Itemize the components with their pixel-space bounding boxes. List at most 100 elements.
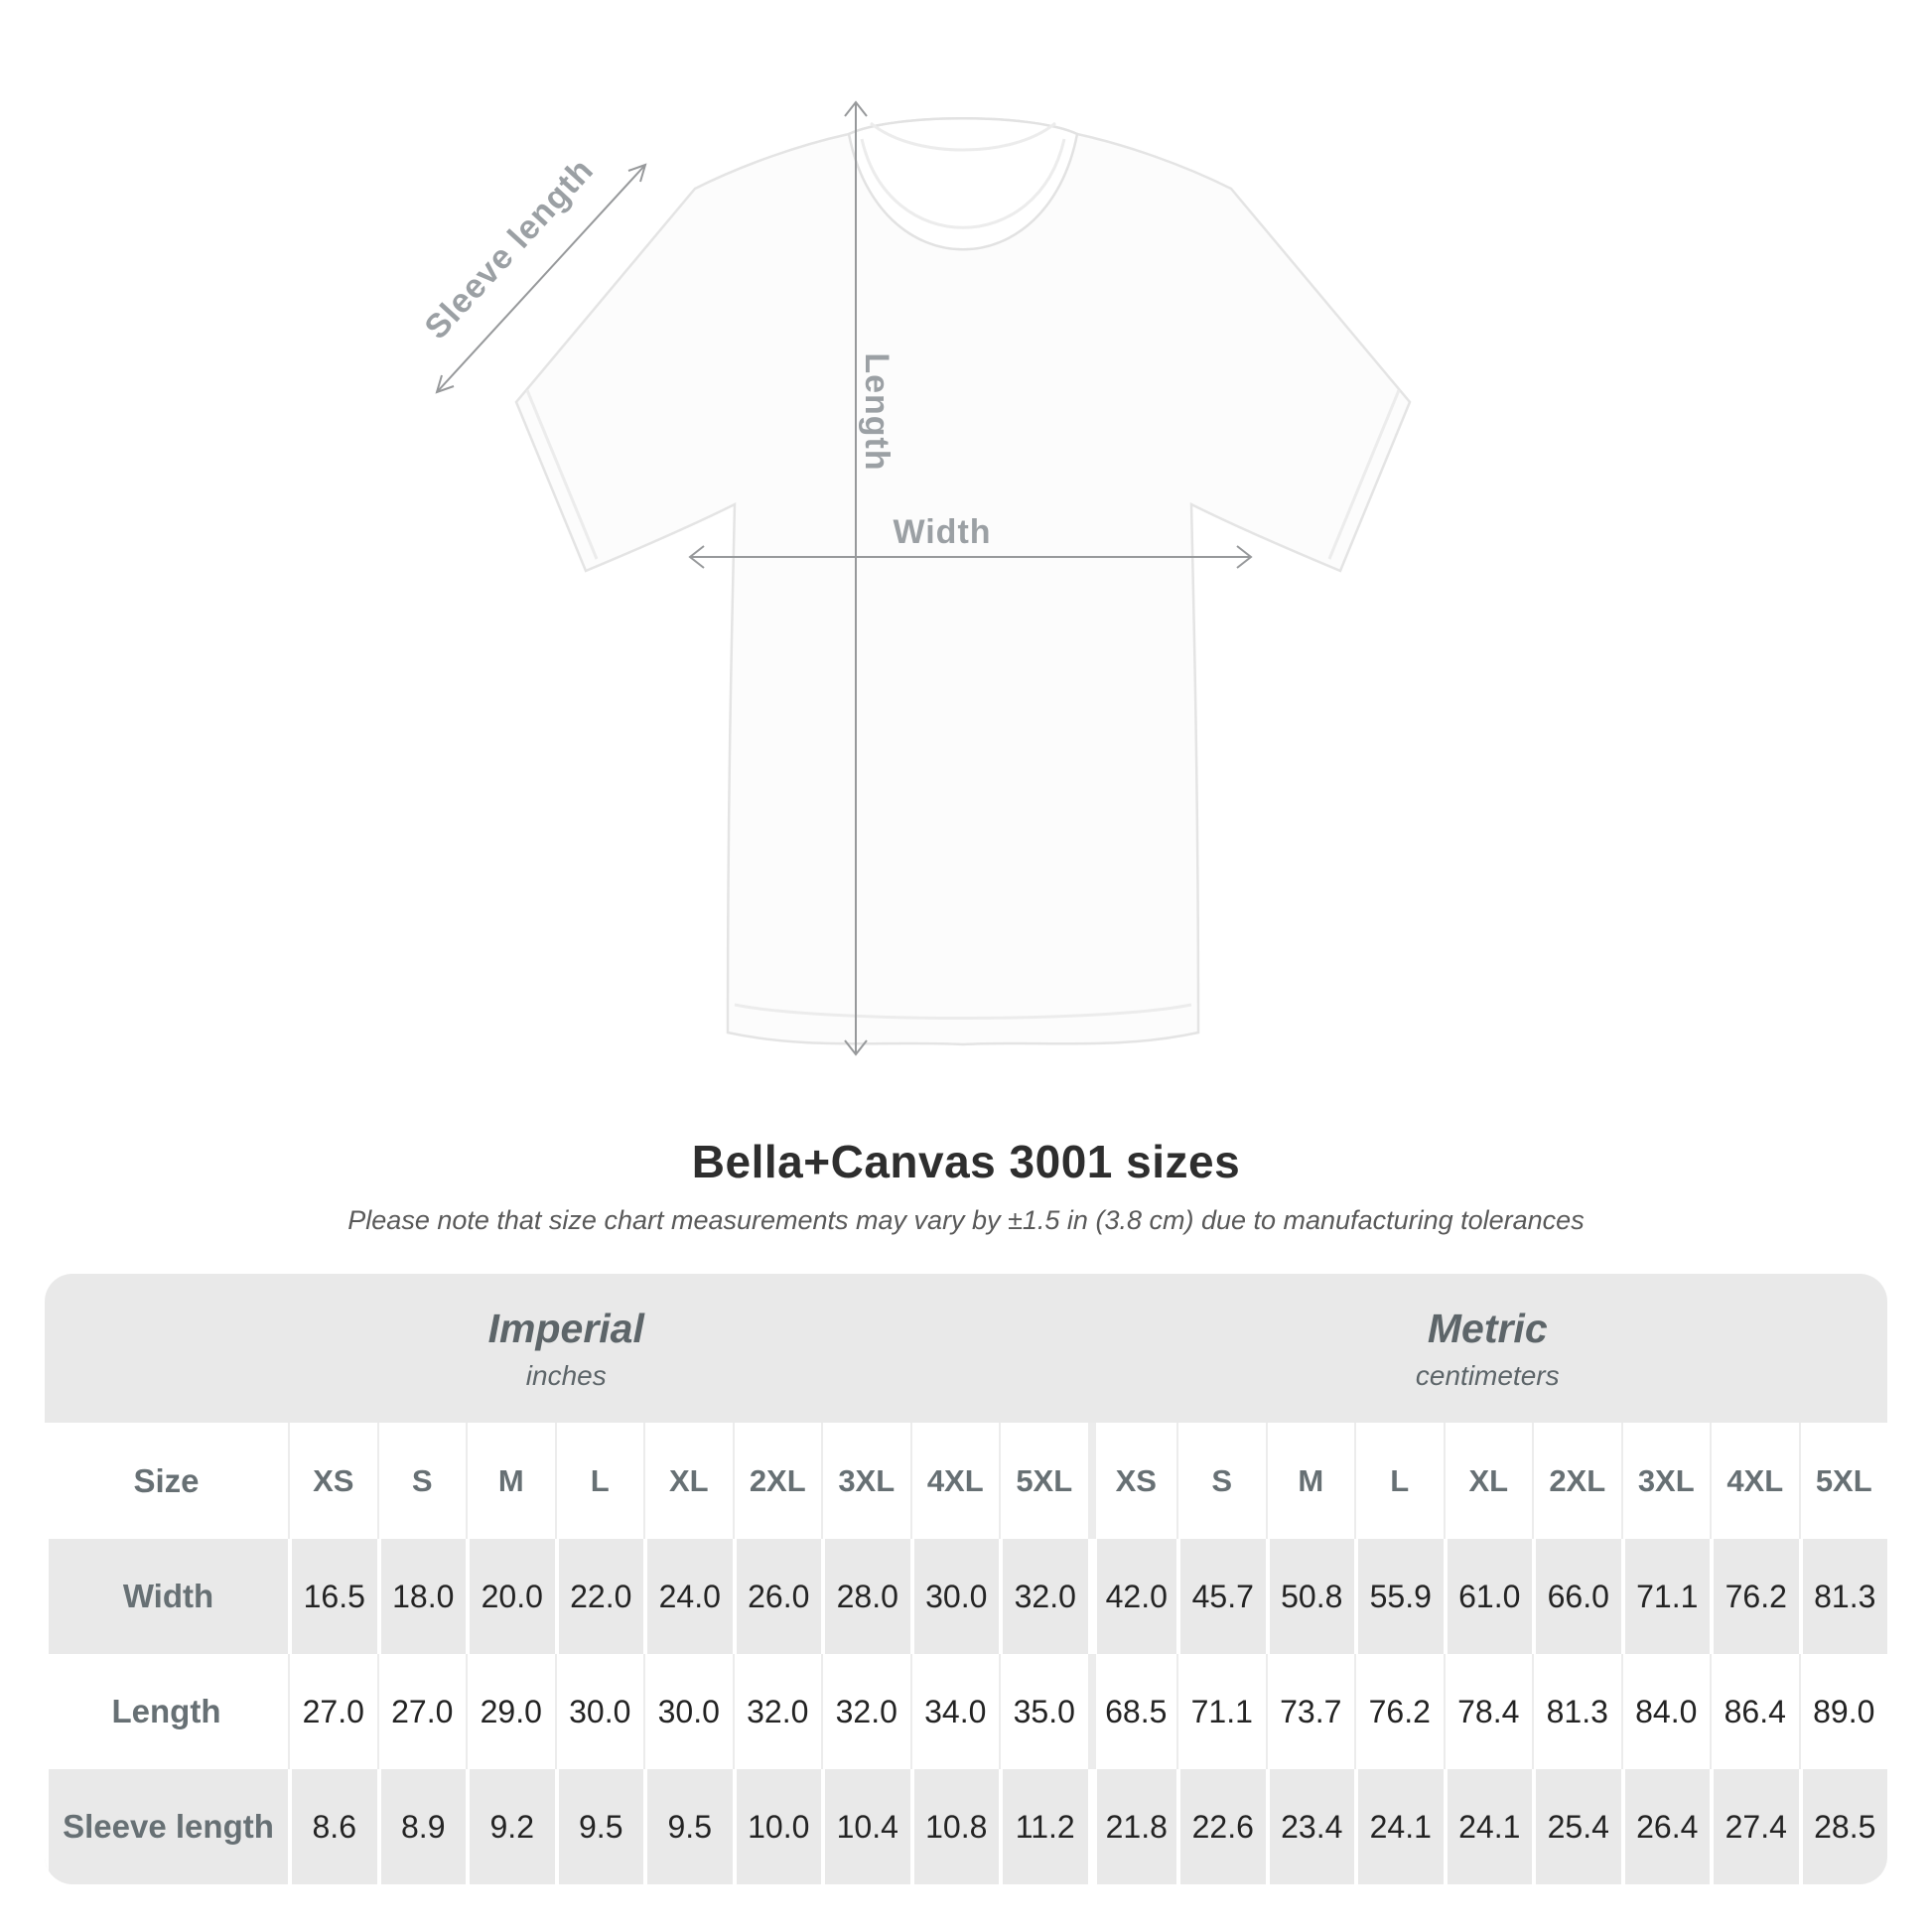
tshirt-right-cuff-hem: [1327, 389, 1401, 560]
table-cell: 28.0: [821, 1539, 910, 1654]
table-cell: 32.0: [821, 1654, 910, 1769]
tshirt-collar: [847, 117, 1079, 251]
table-cell: 24.1: [1354, 1769, 1444, 1884]
table-cell: 89.0: [1798, 1654, 1888, 1769]
size-column-header: 3XL: [1620, 1423, 1711, 1539]
imperial-title: Imperial: [487, 1305, 644, 1351]
table-cell: 10.8: [909, 1769, 1000, 1884]
table-cell: 29.0: [466, 1654, 555, 1769]
tolerance-note: Please note that size chart measurements…: [347, 1205, 1585, 1235]
size-table: Imperial inches Metric centimeters Size X…: [45, 1274, 1887, 1884]
table-row-sleeve-length: Sleeve length 8.6 8.9 9.2 9.5 9.5 10.0 10.4 10.8…: [45, 1769, 1887, 1884]
table-cell: 84.0: [1620, 1654, 1711, 1769]
size-column-header: XL: [643, 1423, 733, 1539]
table-cell: 32.0: [732, 1654, 822, 1769]
table-cell: 22.6: [1176, 1769, 1266, 1884]
table-row-length: Length 27.0 27.0 29.0 30.0 30.0 32.0 32.0 34.0 35…: [45, 1654, 1887, 1769]
metric-unit: centimeters: [1415, 1359, 1560, 1391]
length-label: Length: [858, 352, 896, 471]
sleeve-length-label: Sleeve length: [417, 151, 601, 346]
size-column-header: 3XL: [821, 1423, 910, 1539]
table-unit-header: Imperial inches Metric centimeters: [45, 1274, 1887, 1423]
size-column-header: S: [1176, 1423, 1266, 1539]
sleeve-length-arrow: [435, 163, 647, 394]
table-cell: 23.4: [1265, 1769, 1355, 1884]
table-cell: 11.2: [999, 1769, 1088, 1884]
tshirt-back-collar: [870, 121, 1056, 152]
table-cell: 24.1: [1443, 1769, 1533, 1884]
table-cell: 55.9: [1354, 1539, 1444, 1654]
size-column-header: 5XL: [1798, 1423, 1888, 1539]
table-cell: 81.3: [1798, 1539, 1888, 1654]
size-row-label: Size: [133, 1461, 200, 1499]
table-cell: 10.0: [732, 1769, 822, 1884]
table-cell: 66.0: [1532, 1539, 1621, 1654]
table-cell: 16.5: [288, 1539, 377, 1654]
length-arrow: [844, 100, 868, 1056]
size-column-header: 4XL: [1710, 1423, 1799, 1539]
table-cell: 28.5: [1798, 1769, 1888, 1884]
table-cell: 73.7: [1265, 1654, 1355, 1769]
size-column-header: L: [1354, 1423, 1444, 1539]
tshirt-left-cuff-hem: [525, 389, 599, 560]
size-column-header: XS: [1087, 1423, 1177, 1539]
table-cell: 71.1: [1620, 1539, 1711, 1654]
table-cell: 30.0: [909, 1539, 1000, 1654]
table-cell: 10.4: [821, 1769, 910, 1884]
table-cell: 24.0: [643, 1539, 733, 1654]
table-cell: 61.0: [1443, 1539, 1533, 1654]
table-cell: 8.9: [376, 1769, 467, 1884]
metric-group-header: Metric centimeters: [1088, 1274, 1888, 1423]
size-column-header: S: [376, 1423, 467, 1539]
table-cell: 78.4: [1443, 1654, 1533, 1769]
table-cell: 71.1: [1176, 1654, 1266, 1769]
table-size-header-row: Size XS S M L XL 2XL 3XL 4XL 5XL XS S M L XL 2XL 3XL 4XL 5…: [45, 1423, 1887, 1539]
tshirt-bottom-hem: [734, 1003, 1192, 1020]
imperial-group-header: Imperial inches: [45, 1274, 1088, 1423]
size-column-header: M: [466, 1423, 555, 1539]
table-cell: 86.4: [1710, 1654, 1799, 1769]
table-cell: 32.0: [999, 1539, 1088, 1654]
tshirt-collar-band: [860, 138, 1066, 229]
table-cell: 42.0: [1087, 1539, 1177, 1654]
metric-title: Metric: [1427, 1305, 1548, 1351]
table-cell: 21.8: [1087, 1769, 1177, 1884]
table-cell: 9.2: [466, 1769, 555, 1884]
table-cell: 18.0: [376, 1539, 467, 1654]
table-cell: 26.4: [1620, 1769, 1711, 1884]
table-cell: 30.0: [554, 1654, 644, 1769]
table-cell: 27.4: [1710, 1769, 1799, 1884]
size-column-header: 2XL: [732, 1423, 822, 1539]
row-label: Width: [45, 1539, 288, 1654]
table-cell: 20.0: [466, 1539, 555, 1654]
size-column-header: M: [1265, 1423, 1355, 1539]
size-column-header: XS: [288, 1423, 377, 1539]
table-cell: 25.4: [1532, 1769, 1621, 1884]
table-cell: 22.0: [554, 1539, 644, 1654]
table-cell: 27.0: [288, 1654, 377, 1769]
table-cell: 27.0: [376, 1654, 467, 1769]
page-title: Bella+Canvas 3001 sizes: [691, 1136, 1241, 1187]
row-label: Length: [111, 1693, 221, 1729]
table-cell: 68.5: [1087, 1654, 1177, 1769]
size-column-header: 2XL: [1532, 1423, 1621, 1539]
table-cell: 45.7: [1176, 1539, 1266, 1654]
table-cell: 9.5: [643, 1769, 733, 1884]
table-cell: 81.3: [1532, 1654, 1621, 1769]
table-cell: 76.2: [1354, 1654, 1444, 1769]
width-label: Width: [893, 513, 991, 551]
tshirt-measurement-diagram: Sleeve length Length Width: [417, 100, 1412, 1056]
table-cell: 26.0: [732, 1539, 822, 1654]
tshirt-illustration: [514, 117, 1412, 1046]
width-arrow: [688, 545, 1253, 569]
row-label: Sleeve length: [45, 1769, 288, 1884]
table-cell: 35.0: [999, 1654, 1088, 1769]
table-cell: 30.0: [643, 1654, 733, 1769]
size-column-header: 5XL: [999, 1423, 1088, 1539]
table-cell: 9.5: [554, 1769, 644, 1884]
table-cell: 76.2: [1710, 1539, 1799, 1654]
table-cell: 34.0: [909, 1654, 1000, 1769]
size-column-header: L: [554, 1423, 644, 1539]
table-cell: 8.6: [288, 1769, 377, 1884]
table-cell: 50.8: [1265, 1539, 1355, 1654]
